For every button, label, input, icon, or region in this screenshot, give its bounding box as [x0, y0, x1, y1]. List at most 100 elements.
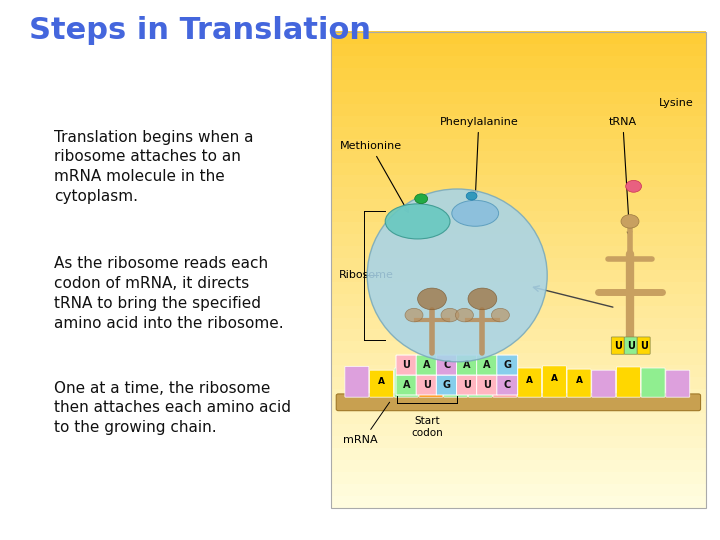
Ellipse shape	[468, 288, 497, 309]
Text: C: C	[503, 380, 511, 390]
Text: U: U	[452, 376, 459, 385]
FancyBboxPatch shape	[666, 370, 690, 397]
Ellipse shape	[626, 180, 642, 192]
FancyBboxPatch shape	[336, 394, 701, 410]
Bar	[331, 126, 706, 139]
Ellipse shape	[621, 215, 639, 228]
Bar	[331, 352, 706, 365]
Bar	[331, 316, 706, 329]
Text: A: A	[526, 376, 534, 384]
FancyBboxPatch shape	[468, 367, 492, 397]
Bar	[331, 79, 706, 92]
FancyBboxPatch shape	[542, 366, 567, 397]
Text: Methionine: Methionine	[340, 141, 408, 213]
FancyBboxPatch shape	[616, 367, 640, 397]
Bar	[331, 103, 706, 116]
Text: U: U	[614, 341, 621, 350]
Bar	[331, 364, 706, 377]
Text: A: A	[483, 360, 491, 370]
Bar	[331, 55, 706, 68]
Bar	[331, 305, 706, 318]
Text: U: U	[640, 341, 647, 350]
Ellipse shape	[418, 288, 446, 309]
Bar	[331, 257, 706, 270]
Bar	[331, 233, 706, 246]
FancyBboxPatch shape	[477, 355, 498, 375]
Bar	[331, 138, 706, 151]
Text: G: G	[503, 360, 511, 370]
Text: Ribosome: Ribosome	[338, 271, 393, 280]
Bar	[331, 198, 706, 211]
FancyBboxPatch shape	[436, 355, 457, 375]
FancyBboxPatch shape	[345, 366, 369, 397]
Bar	[331, 495, 706, 508]
Bar	[331, 114, 706, 127]
Bar	[331, 483, 706, 496]
Text: As the ribosome reads each
codon of mRNA, it directs
tRNA to bring the specified: As the ribosome reads each codon of mRNA…	[54, 256, 284, 331]
Text: Steps in Translation: Steps in Translation	[29, 16, 371, 45]
Bar	[331, 423, 706, 436]
Text: U: U	[477, 375, 484, 384]
FancyBboxPatch shape	[444, 369, 467, 397]
FancyBboxPatch shape	[641, 368, 665, 397]
Bar	[331, 269, 706, 282]
FancyBboxPatch shape	[518, 368, 541, 397]
FancyBboxPatch shape	[477, 375, 498, 395]
Text: U: U	[402, 376, 410, 384]
Bar	[331, 245, 706, 258]
FancyBboxPatch shape	[369, 370, 394, 397]
FancyBboxPatch shape	[396, 375, 417, 395]
Bar	[331, 162, 706, 175]
Text: C: C	[502, 377, 508, 386]
Bar	[331, 174, 706, 187]
Bar	[331, 221, 706, 234]
Bar	[331, 67, 706, 80]
Text: mRNA: mRNA	[343, 435, 377, 445]
Bar	[331, 281, 706, 294]
Text: A: A	[402, 380, 410, 390]
Text: C: C	[443, 360, 451, 370]
FancyBboxPatch shape	[637, 337, 650, 354]
FancyBboxPatch shape	[624, 337, 637, 354]
Bar	[331, 411, 706, 424]
Bar	[331, 388, 706, 401]
Text: One at a time, the ribosome
then attaches each amino acid
to the growing chain.: One at a time, the ribosome then attache…	[54, 381, 291, 435]
FancyBboxPatch shape	[436, 375, 457, 395]
Bar	[331, 31, 706, 44]
Text: U: U	[627, 341, 634, 350]
Bar	[331, 210, 706, 222]
Text: U: U	[483, 380, 491, 390]
Text: tRNA: tRNA	[608, 117, 637, 237]
Bar	[331, 186, 706, 199]
FancyBboxPatch shape	[493, 370, 517, 397]
Bar	[331, 340, 706, 353]
FancyBboxPatch shape	[592, 370, 616, 397]
FancyBboxPatch shape	[497, 375, 518, 395]
Text: G: G	[443, 380, 451, 390]
Bar	[331, 459, 706, 472]
Text: A: A	[378, 377, 385, 386]
Ellipse shape	[452, 200, 498, 226]
Bar	[331, 447, 706, 460]
Bar	[331, 400, 706, 413]
Text: U: U	[402, 360, 410, 370]
Ellipse shape	[405, 308, 423, 322]
Ellipse shape	[415, 194, 428, 204]
Ellipse shape	[441, 308, 459, 322]
FancyBboxPatch shape	[416, 375, 437, 395]
Text: A: A	[575, 376, 582, 385]
FancyBboxPatch shape	[416, 355, 437, 375]
Text: Phenylalanine: Phenylalanine	[439, 117, 518, 196]
Ellipse shape	[467, 192, 477, 200]
Text: Translation begins when a
ribosome attaches to an
mRNA molecule in the
cytoplasm: Translation begins when a ribosome attac…	[54, 130, 253, 204]
Bar	[331, 435, 706, 448]
Text: A: A	[423, 360, 431, 370]
FancyBboxPatch shape	[611, 337, 624, 354]
FancyBboxPatch shape	[497, 355, 518, 375]
FancyBboxPatch shape	[396, 355, 417, 375]
FancyBboxPatch shape	[395, 368, 418, 397]
Text: Lysine: Lysine	[659, 98, 693, 108]
Ellipse shape	[385, 204, 450, 239]
Text: U: U	[463, 380, 471, 390]
Bar	[331, 43, 706, 56]
